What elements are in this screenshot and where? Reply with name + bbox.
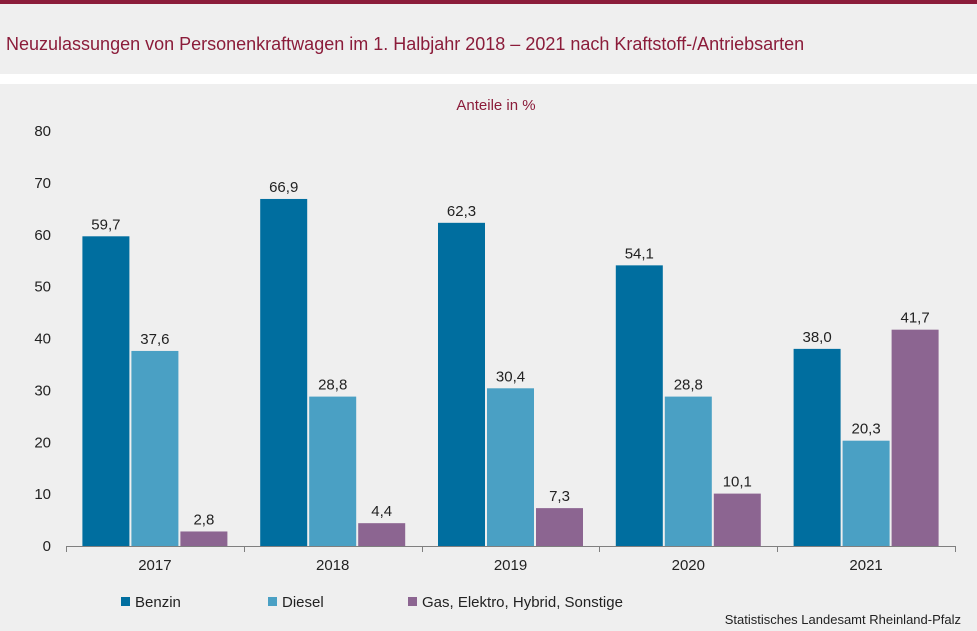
bar bbox=[713, 493, 761, 546]
y-tick-label: 40 bbox=[34, 331, 51, 348]
y-tick-label: 20 bbox=[34, 434, 51, 451]
legend-swatch-sonstige bbox=[408, 597, 417, 606]
data-label: 30,4 bbox=[496, 368, 525, 385]
x-tick-label: 2017 bbox=[138, 557, 171, 574]
y-tick-label: 0 bbox=[43, 538, 51, 555]
legend-swatch-diesel bbox=[268, 597, 277, 606]
y-tick-label: 50 bbox=[34, 279, 51, 296]
data-label: 62,3 bbox=[447, 203, 476, 220]
top-accent-bar bbox=[0, 0, 977, 4]
bar bbox=[438, 222, 485, 546]
data-label: 38,0 bbox=[802, 329, 831, 346]
bar bbox=[891, 329, 939, 546]
title-bar: Neuzulassungen von Personenkraftwagen im… bbox=[0, 4, 977, 74]
data-label: 54,1 bbox=[625, 245, 654, 262]
x-tick-label: 2020 bbox=[672, 557, 705, 574]
bars-group: 59,7 37,6 2,8 66,9 28,8 4,4 62,3 30,4 7,3 54,1 28,… bbox=[82, 179, 939, 547]
y-tick-label: 80 bbox=[34, 123, 51, 140]
bar bbox=[260, 198, 308, 547]
data-label: 10,1 bbox=[723, 474, 752, 491]
data-label: 2,8 bbox=[193, 511, 214, 528]
data-label: 66,9 bbox=[269, 179, 298, 196]
chart-subtitle: Anteile in % bbox=[456, 97, 535, 114]
x-tick-label: 2021 bbox=[849, 557, 882, 574]
bar bbox=[131, 350, 179, 546]
legend-item-benzin: Benzin bbox=[121, 594, 181, 611]
title-separator bbox=[0, 74, 977, 84]
y-tick-label: 60 bbox=[34, 227, 51, 244]
x-tick-label: 2018 bbox=[316, 557, 349, 574]
bar bbox=[180, 531, 228, 546]
data-label: 7,3 bbox=[549, 488, 570, 505]
bar bbox=[615, 265, 663, 546]
data-label: 28,8 bbox=[674, 377, 703, 394]
y-tick-label: 70 bbox=[34, 175, 51, 192]
bar bbox=[793, 348, 841, 546]
source-note: Statistisches Landesamt Rheinland-Pfalz bbox=[724, 612, 961, 627]
data-label: 37,6 bbox=[140, 331, 169, 348]
legend-label-sonstige: Gas, Elektro, Hybrid, Sonstige bbox=[422, 594, 623, 611]
legend-swatch-benzin bbox=[121, 597, 130, 606]
legend-label-diesel: Diesel bbox=[282, 594, 324, 611]
y-tick-label: 30 bbox=[34, 382, 51, 399]
data-label: 41,7 bbox=[900, 310, 929, 327]
x-axis: 2017 2018 2019 2020 2021 bbox=[66, 546, 956, 574]
bar bbox=[309, 396, 357, 546]
data-label: 28,8 bbox=[318, 377, 347, 394]
bar bbox=[82, 236, 130, 546]
bar bbox=[358, 523, 406, 546]
bar bbox=[487, 388, 534, 546]
y-tick-label: 10 bbox=[34, 486, 51, 503]
bar bbox=[536, 508, 583, 546]
legend-item-diesel: Diesel bbox=[268, 594, 324, 611]
bar bbox=[842, 440, 890, 546]
x-tick-label: 2019 bbox=[494, 557, 527, 574]
data-label: 20,3 bbox=[851, 421, 880, 438]
legend-item-sonstige: Gas, Elektro, Hybrid, Sonstige bbox=[408, 594, 623, 611]
bar bbox=[664, 396, 712, 546]
data-label: 4,4 bbox=[371, 503, 392, 520]
legend-label-benzin: Benzin bbox=[135, 594, 181, 611]
chart-title: Neuzulassungen von Personenkraftwagen im… bbox=[6, 34, 805, 54]
data-label: 59,7 bbox=[91, 216, 120, 233]
y-axis: 0 10 20 30 40 50 60 70 80 bbox=[34, 123, 51, 555]
